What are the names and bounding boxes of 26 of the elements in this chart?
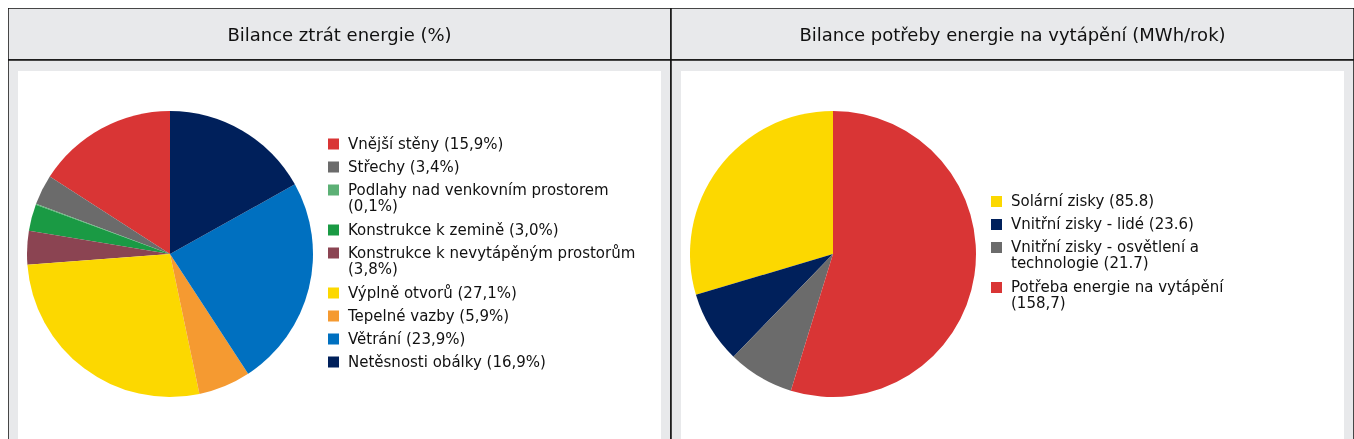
- legend-label: Tepelné vazby (5,9%): [347, 306, 510, 325]
- chart-title: Bilance potřeby energie na vytápění (MWh/rok): [799, 24, 1226, 45]
- legend-label: Vnitřní zisky - osvětlení a technologie (21.7): [1011, 238, 1200, 272]
- legend-label: Konstrukce k zemině (3,0%): [348, 220, 559, 239]
- legend-label: Konstrukce k nevytápěným prostorům (3,8%): [348, 243, 636, 278]
- pie-slice: [170, 254, 249, 394]
- legend-label: Střechy (3,4%): [348, 157, 460, 176]
- pie-slice: [170, 184, 313, 374]
- pie-slice: [27, 230, 170, 265]
- legend-label: Větrání (23,9%): [348, 329, 466, 348]
- legend-label: Podlahy nad venkovním prostorem (0,1%): [348, 180, 609, 215]
- legend-label: Potřeba energie na vytápění (158,7): [1011, 278, 1225, 312]
- legend-label: Výplně otvorů (27,1%): [348, 283, 517, 302]
- legend-label: Solární zisky (85.8): [1011, 192, 1155, 210]
- pie-slice: [49, 111, 170, 254]
- pie-slice: [690, 111, 833, 295]
- legend-label: Vnější stěny (15,9%): [348, 134, 504, 153]
- pie-slice: [36, 176, 170, 254]
- chart-title: Bilance ztrát energie (%): [227, 24, 452, 45]
- pie-slice: [733, 254, 833, 391]
- pie-slice: [695, 254, 833, 357]
- legend-label: Vnitřní zisky - lidé (23.6): [1011, 215, 1194, 233]
- pie-slice: [790, 111, 976, 397]
- pie-slice: [170, 111, 295, 254]
- legend-label: Netěsnosti obálky (16,9%): [348, 352, 546, 371]
- pie-slice: [27, 254, 200, 397]
